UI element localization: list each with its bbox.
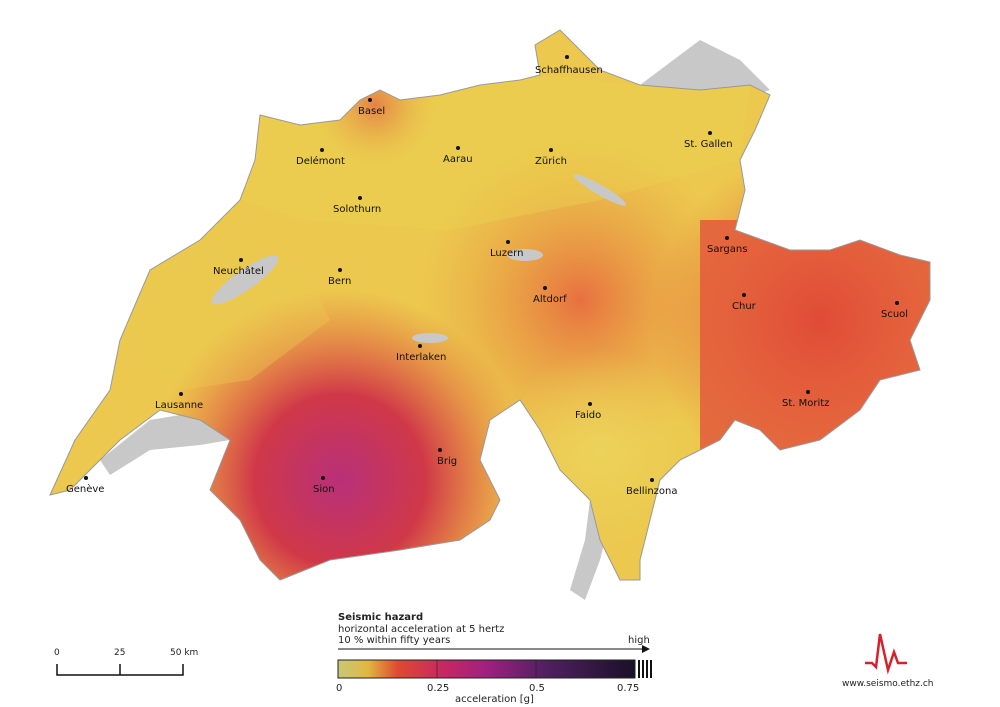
city-label: Faido [575, 410, 601, 421]
city-marker [84, 476, 88, 480]
city-marker [725, 236, 729, 240]
city-label: Bern [328, 276, 351, 287]
city-marker [565, 55, 569, 59]
city-label: Neuchâtel [213, 265, 264, 277]
city-marker [239, 258, 243, 262]
city-label: Genève [66, 483, 104, 495]
legend-high-label: high [628, 635, 650, 646]
legend-tick: 0.5 [529, 683, 545, 694]
scale-tick: 25 [114, 648, 126, 658]
city-label: Interlaken [396, 352, 446, 363]
city-label: Schaffhausen [535, 65, 603, 76]
city-marker [506, 240, 510, 244]
legend-line2: 10 % within fifty years [338, 635, 451, 646]
scale-tick: 50 km [170, 648, 199, 658]
legend-tick: 0 [336, 683, 343, 694]
city-label: Brig [437, 456, 457, 467]
seismo-logo-icon [865, 633, 907, 675]
city-marker [708, 131, 712, 135]
city-label: Sargans [707, 244, 747, 255]
city-marker [806, 390, 810, 394]
city-label: Chur [732, 301, 757, 312]
city-label: Altdorf [533, 294, 567, 305]
city-label: St. Gallen [684, 139, 733, 150]
city-marker [588, 402, 592, 406]
logo-url[interactable]: www.seismo.ethz.ch [842, 679, 934, 689]
city-marker [543, 286, 547, 290]
legend-axis-label: acceleration [g] [455, 694, 534, 705]
legend-color-bar [337, 659, 636, 679]
city-label: Lausanne [155, 400, 203, 411]
city-marker [742, 293, 746, 297]
city-marker [368, 98, 372, 102]
city-marker [179, 392, 183, 396]
lake-constance [640, 40, 770, 100]
city-marker [650, 478, 654, 482]
legend-end-stripes [638, 660, 652, 678]
scale-bar [56, 664, 184, 676]
city-label: St. Moritz [782, 398, 829, 409]
city-label: Basel [358, 106, 385, 117]
city-label: Bellinzona [626, 486, 678, 497]
legend-arrowhead [642, 645, 650, 653]
city-marker [358, 196, 362, 200]
city-label: Delémont [296, 155, 345, 167]
legend-tick: 0.75 [617, 683, 640, 694]
city-label: Sion [313, 484, 335, 495]
city-label: Aarau [443, 154, 473, 165]
city-marker [418, 344, 422, 348]
legend-title: Seismic hazard [338, 612, 424, 623]
city-label: Solothurn [333, 204, 381, 215]
city-marker [320, 148, 324, 152]
lake-geneva [100, 410, 230, 475]
city-label: Scuol [881, 309, 908, 320]
city-label: Luzern [490, 248, 523, 259]
city-marker [549, 148, 553, 152]
city-marker [438, 448, 442, 452]
city-marker [338, 268, 342, 272]
legend-tick: 0.25 [427, 683, 450, 694]
city-marker [895, 301, 899, 305]
city-labels: Schaffhausen Basel Delémont Aarau Zürich St. … [66, 55, 908, 497]
city-marker [456, 146, 460, 150]
legend-line1: horizontal acceleration at 5 hertz [338, 624, 505, 635]
city-marker [321, 476, 325, 480]
city-label: Zürich [535, 156, 567, 167]
scale-tick: 0 [54, 648, 60, 658]
